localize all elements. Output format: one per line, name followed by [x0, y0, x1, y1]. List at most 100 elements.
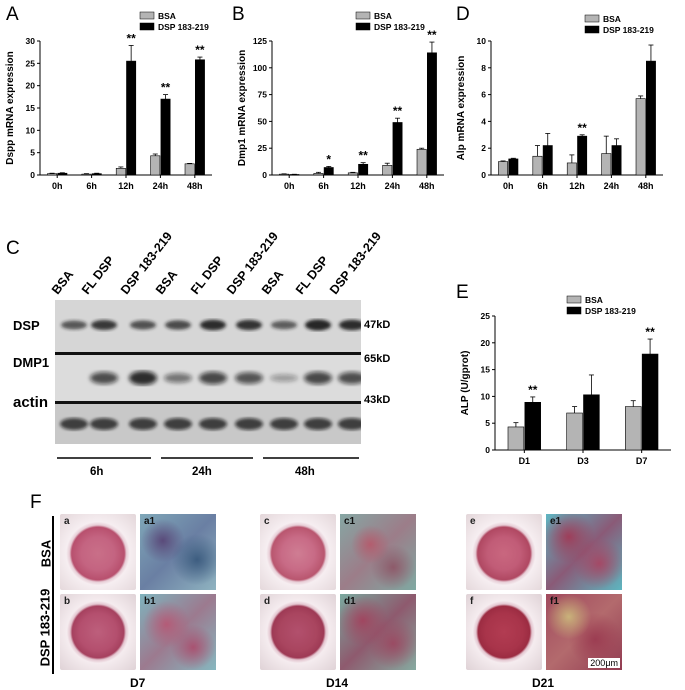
x-tick-label: 48h: [638, 181, 654, 191]
x-tick-label: D3: [577, 456, 589, 466]
y-tick-label: 20: [26, 81, 36, 91]
blot-lane-label: BSA: [258, 267, 287, 297]
actin-band: [304, 418, 332, 430]
legend-swatch-dsp: [566, 306, 582, 315]
significance-marker: **: [528, 383, 538, 397]
x-tick-label: 24h: [153, 181, 169, 191]
bar-bsa: [566, 162, 577, 176]
x-tick-label: 48h: [187, 181, 203, 191]
legend-label-bsa: BSA: [585, 295, 603, 305]
y-tick-label: 10: [26, 125, 36, 135]
panel-label-e1: e1: [550, 516, 562, 527]
micrograph-e1: e1: [546, 514, 622, 590]
blot-lane-label: BSA: [152, 267, 181, 297]
y-tick-label: 50: [258, 116, 268, 126]
y-tick-label: 8: [481, 63, 486, 73]
bar-bsa: [416, 148, 427, 176]
bar-bsa: [566, 412, 583, 451]
bar-dsp: [392, 122, 403, 176]
timepoint-6h: 6h: [90, 466, 104, 478]
y-tick-label: 10: [477, 36, 487, 46]
x-tick-label: 48h: [419, 181, 435, 191]
x-tick-label: 24h: [604, 181, 620, 191]
bar-dsp: [358, 163, 369, 176]
blot-kd-actin: 43kD: [364, 394, 391, 406]
dsp-band: [305, 319, 331, 331]
y-tick-label: 75: [258, 90, 268, 100]
x-tick-label: 6h: [86, 181, 97, 191]
y-tick-label: 5: [485, 418, 490, 428]
blot-kd-dsp: 47kD: [364, 319, 391, 331]
x-tick-label: 0h: [284, 181, 295, 191]
x-tick-label: 24h: [385, 181, 401, 191]
y-axis-label: ALP (U/gprot): [460, 351, 471, 416]
micrograph-b1: b1: [140, 594, 216, 670]
y-tick-label: 15: [481, 365, 491, 375]
y-tick-label: 10: [481, 391, 491, 401]
panel-label-b: b: [64, 596, 71, 607]
panel-label-a1: a1: [144, 516, 156, 527]
bar-bsa: [279, 173, 289, 176]
significance-marker: **: [195, 43, 205, 57]
bar-bsa: [347, 172, 358, 176]
dsp-band: [339, 319, 361, 331]
panel-letter-a: A: [6, 4, 19, 25]
y-tick-label: 30: [26, 36, 36, 46]
bar-bsa: [601, 153, 612, 176]
bar-dsp: [583, 394, 600, 451]
dsp-band: [61, 320, 87, 330]
y-axis-label: Alp mRNA expression: [456, 56, 467, 161]
bar-bsa: [635, 98, 646, 176]
x-tick-label: 0h: [52, 181, 63, 191]
blot-lane-label: FL DSP: [78, 253, 118, 297]
dmp1-band: [235, 372, 263, 384]
bar-dsp: [195, 59, 205, 176]
legend-swatch-bsa: [139, 11, 155, 20]
panel-letter-c: C: [6, 238, 20, 259]
significance-marker: **: [126, 31, 136, 45]
bar-bsa: [81, 173, 92, 176]
scale-bar-label: 200μm: [588, 658, 620, 668]
dsp-band: [91, 320, 117, 330]
y-tick-label: 25: [258, 143, 268, 153]
dmp1-band: [270, 374, 298, 382]
x-tick-label: 6h: [537, 181, 548, 191]
bar-dsp: [57, 172, 68, 176]
legend-swatch-dsp: [584, 25, 600, 34]
bar-bsa: [382, 165, 393, 176]
panel-letter-f: F: [30, 492, 42, 513]
panel-label-c1: c1: [344, 516, 356, 527]
panel-label-a: a: [64, 516, 70, 527]
y-tick-label: 2: [481, 143, 486, 153]
actin-band: [60, 418, 88, 430]
blot-row-label-actin: actin: [13, 394, 49, 411]
significance-marker: **: [577, 121, 587, 135]
y-tick-label: 0: [481, 170, 486, 180]
dmp1-band: [338, 372, 361, 384]
staining-divider: [52, 516, 54, 674]
legend-swatch-bsa: [355, 11, 371, 20]
dish-photo-e: e: [466, 514, 542, 590]
y-tick-label: 0: [262, 170, 267, 180]
x-tick-label: 12h: [350, 181, 366, 191]
day-label-d7: D7: [130, 676, 146, 690]
x-tick-label: 0h: [503, 181, 514, 191]
y-tick-label: 0: [30, 170, 35, 180]
bar-bsa: [150, 155, 161, 176]
legend-swatch-bsa: [584, 14, 600, 23]
y-tick-label: 125: [253, 36, 267, 46]
bar-dsp: [160, 98, 171, 176]
panel-letter-e: E: [456, 282, 469, 303]
legend-swatch-bsa: [566, 295, 582, 304]
bar-dsp: [508, 158, 519, 176]
legend-label-dsp: DSP 183-219: [158, 22, 209, 32]
y-tick-label: 6: [481, 90, 486, 100]
bar-bsa: [47, 173, 57, 176]
bar-bsa: [115, 168, 126, 176]
legend-label-bsa: BSA: [603, 14, 621, 24]
day-label-d14: D14: [326, 676, 349, 690]
panel-label-b1: b1: [144, 596, 156, 607]
blot-kd-dmp1: 65kD: [364, 353, 391, 365]
bar-bsa: [313, 173, 324, 176]
x-tick-label: 12h: [569, 181, 585, 191]
